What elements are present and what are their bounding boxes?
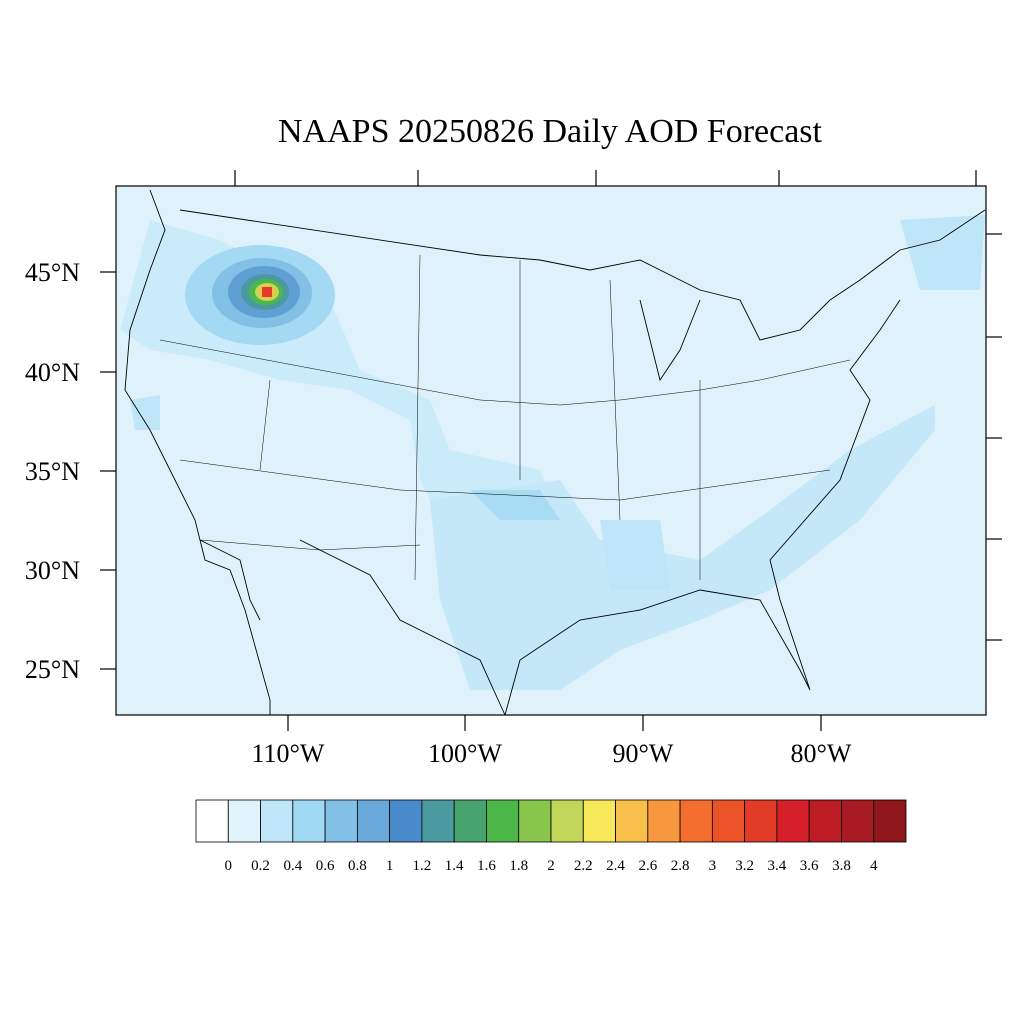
colorbar-box — [324, 799, 358, 843]
colorbar-label: 2.8 — [671, 858, 690, 874]
colorbar-label: 0 — [225, 858, 233, 874]
colorbar-box — [421, 799, 455, 843]
colorbar-label: 2 — [547, 858, 555, 874]
colorbar-label: 1.6 — [477, 858, 496, 874]
aerosol-plumes — [120, 215, 985, 690]
colorbar-box — [260, 799, 294, 843]
lon-label: 100°W — [428, 739, 502, 768]
colorbar-label: 4 — [870, 858, 878, 874]
colorbar-box — [679, 799, 713, 843]
lat-label: 30°N — [25, 556, 80, 585]
colorbar-box — [647, 799, 681, 843]
map-frame — [115, 185, 987, 716]
colorbar-label: 0.6 — [316, 858, 335, 874]
colorbar-box — [453, 799, 487, 843]
colorbar-label: 3 — [709, 858, 717, 874]
colorbar-box — [550, 799, 584, 843]
colorbar-label: 0.2 — [251, 858, 270, 874]
colorbar-box — [711, 799, 746, 843]
colorbar-label: 3.2 — [735, 858, 754, 874]
colorbar-box — [615, 799, 649, 843]
colorbar-box — [873, 799, 907, 843]
colorbar-box — [389, 799, 423, 843]
colorbar-box — [518, 799, 552, 843]
colorbar-label: 1 — [386, 858, 394, 874]
colorbar-label: 3.6 — [800, 858, 819, 874]
colorbar-box — [776, 799, 810, 843]
lon-label: 110°W — [252, 739, 325, 768]
colorbar-box — [195, 799, 229, 843]
lat-label: 25°N — [25, 655, 80, 684]
colorbar-label: 2.6 — [638, 858, 657, 874]
lat-label: 40°N — [25, 358, 80, 387]
colorbar-label: 2.2 — [574, 858, 593, 874]
colorbar-box — [744, 799, 778, 843]
colorbar-label: 3.4 — [768, 858, 787, 874]
colorbar-box — [292, 799, 326, 843]
axis-labels: 45°N 40°N 35°N 30°N 25°N 110°W 100°W 90°W 80°W — [25, 258, 852, 768]
lat-label: 35°N — [25, 457, 80, 486]
coastlines-borders — [124, 189, 986, 716]
lon-label: 90°W — [613, 739, 674, 768]
map-title: NAAPS 20250826 Daily AOD Forecast — [278, 113, 823, 150]
lat-label: 45°N — [25, 258, 80, 287]
colorbar-label: 1.2 — [413, 858, 432, 874]
colorbar-box — [582, 799, 616, 843]
colorbar: 0 0.2 0.4 0.6 0.8 1 1.2 1.4 1.6 1.8 2 2.2 2.4 2.6 2.8 3… — [195, 799, 907, 874]
colorbar-label: 0.4 — [283, 858, 302, 874]
colorbar-label: 1.8 — [509, 858, 528, 874]
lon-label: 80°W — [791, 739, 852, 768]
colorbar-box — [808, 799, 842, 843]
colorbar-box — [841, 799, 875, 843]
colorbar-label: 3.8 — [832, 858, 851, 874]
colorbar-label: 0.8 — [348, 858, 367, 874]
map — [100, 170, 1002, 731]
colorbar-label: 1.4 — [445, 858, 464, 874]
colorbar-label: 2.4 — [606, 858, 625, 874]
map-ticks — [100, 170, 1002, 731]
colorbar-box — [227, 799, 261, 843]
colorbar-box — [356, 799, 391, 843]
colorbar-box — [486, 799, 520, 843]
